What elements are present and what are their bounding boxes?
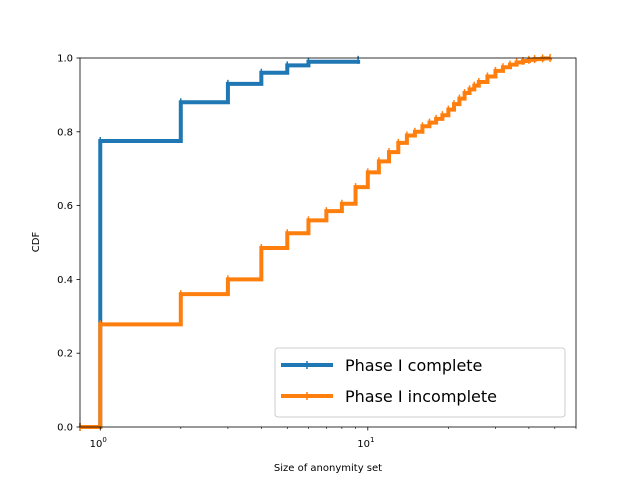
x-tick-label: 101: [357, 436, 374, 450]
y-tick-label: 0.4: [57, 275, 73, 286]
y-tick-label: 1.0: [57, 54, 73, 65]
legend: Phase I complete Phase I incomplete: [274, 347, 566, 418]
legend-label-phase-i-complete: Phase I complete: [345, 356, 482, 375]
y-axis-label: CDF: [31, 232, 42, 253]
y-tick-label: 0.6: [57, 201, 73, 212]
y-tick-label: 0.8: [57, 127, 73, 138]
y-tick-label: 0.2: [57, 349, 73, 360]
axes-layer: 0.0 0.2 0.4 0.6 0.8 1.0 100 101: [57, 54, 577, 450]
series-layer: [79, 54, 553, 431]
legend-frame: [274, 347, 566, 418]
legend-label-phase-i-incomplete: Phase I incomplete: [345, 387, 497, 406]
x-axis-label: Size of anonymity set: [274, 463, 382, 474]
plot-frame: [79, 57, 577, 428]
y-tick-label: 0.0: [57, 423, 73, 434]
x-tick-label: 100: [90, 436, 107, 450]
